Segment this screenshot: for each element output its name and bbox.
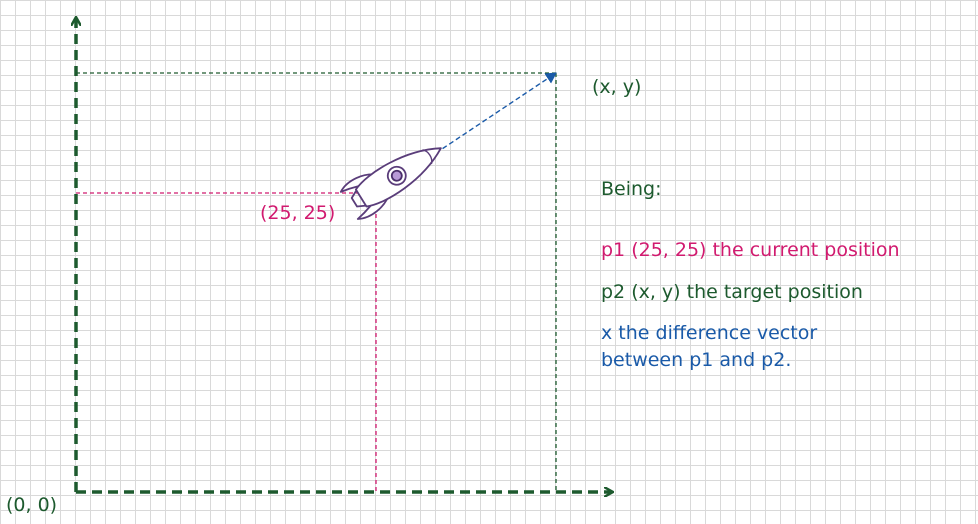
rocket-icon (339, 147, 442, 220)
legend-heading: Being: (601, 178, 662, 200)
legend-p2: p2 (x, y) the target position (601, 281, 863, 303)
target-point-label: (x, y) (592, 76, 642, 98)
origin-label: (0, 0) (6, 494, 58, 516)
legend-vector-line2: between p1 and p2. (601, 349, 792, 371)
legend-p1: p1 (25, 25) the current position (601, 239, 900, 261)
current-point-label: (25, 25) (260, 202, 336, 224)
legend-vector-line1: x the difference vector (601, 322, 818, 344)
